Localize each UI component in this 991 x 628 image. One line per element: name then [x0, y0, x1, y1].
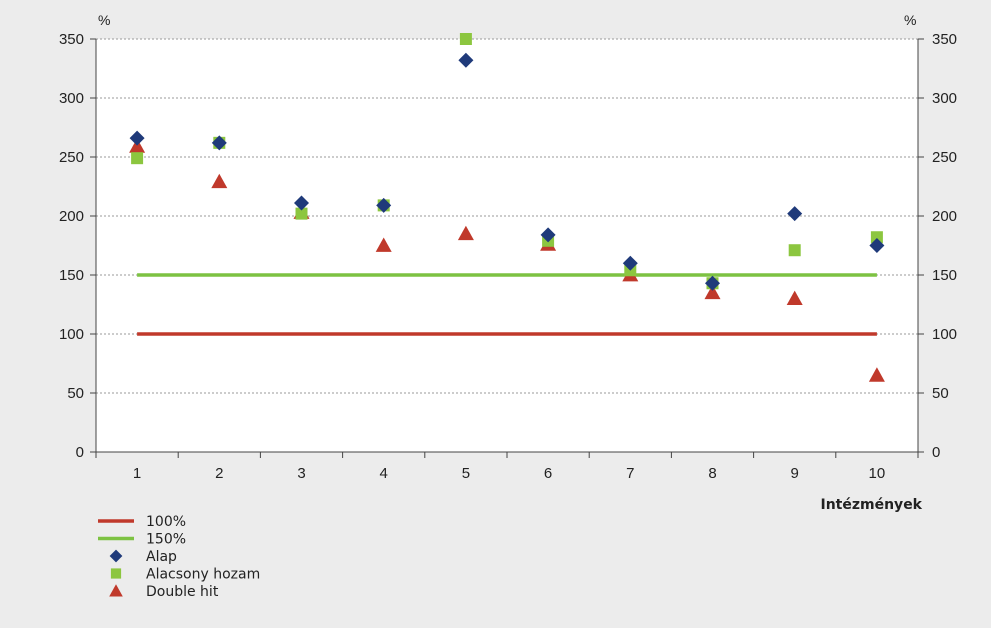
diamond-marker — [129, 130, 145, 146]
left-y-tick-label: 150 — [59, 267, 84, 284]
x-tick-label: 6 — [544, 465, 552, 482]
left-axis-unit: % — [98, 12, 110, 28]
x-tick-label: 5 — [462, 465, 470, 482]
triangle-marker — [375, 237, 392, 252]
right-y-tick-label: 0 — [932, 444, 940, 461]
legend-square-swatch — [110, 568, 122, 579]
right-y-tick-label: 150 — [932, 267, 957, 284]
legend-diamond-swatch — [109, 549, 123, 563]
triangle-marker — [868, 367, 885, 382]
x-tick-label: 7 — [626, 465, 634, 482]
triangle-marker — [786, 290, 803, 305]
right-y-tick-label: 250 — [932, 149, 957, 166]
diamond-marker — [705, 275, 720, 291]
diamond-marker — [458, 52, 474, 68]
axes: % % Intézmények 0 0 50 50 100 100 150 150 200 200… — [59, 12, 957, 513]
right-y-tick-label: 350 — [932, 31, 957, 48]
diamond-marker — [622, 255, 638, 271]
x-tick-label: 1 — [133, 465, 141, 482]
right-y-tick-label: 50 — [932, 385, 949, 402]
left-y-tick-label: 350 — [59, 31, 84, 48]
triangle-marker — [211, 173, 228, 189]
diamond-marker — [294, 195, 309, 211]
legend-label: 100% — [146, 514, 186, 530]
x-tick-label: 2 — [215, 465, 223, 482]
x-tick-label: 10 — [869, 465, 886, 482]
right-y-tick-label: 100 — [932, 326, 957, 343]
left-y-tick-label: 250 — [59, 149, 84, 166]
diamond-marker — [540, 227, 556, 243]
x-tick-label: 9 — [791, 465, 799, 482]
square-marker — [870, 231, 883, 244]
triangle-marker — [457, 225, 474, 241]
diamond-marker — [869, 238, 885, 253]
right-y-tick-label: 300 — [932, 90, 957, 107]
legend-triangle-swatch — [109, 584, 123, 597]
legend-label: 150% — [146, 532, 186, 548]
right-y-tick-label: 200 — [932, 208, 957, 225]
left-y-tick-label: 0 — [76, 444, 84, 461]
x-tick-label: 4 — [380, 465, 388, 482]
legend-label: Double hit — [146, 584, 219, 600]
square-marker — [459, 33, 472, 45]
left-y-tick-label: 300 — [59, 90, 84, 107]
legend-label: Alacsony hozam — [146, 567, 260, 583]
data-points — [129, 33, 885, 382]
left-y-tick-label: 50 — [67, 385, 84, 402]
triangle-marker — [704, 284, 721, 300]
square-marker — [295, 207, 308, 220]
diamond-marker — [787, 206, 803, 222]
reference-lines — [137, 273, 877, 336]
left-y-tick-label: 200 — [59, 208, 84, 225]
diamond-marker — [376, 197, 392, 213]
square-marker — [131, 152, 144, 165]
right-axis-unit: % — [904, 12, 916, 28]
legend-label: Alap — [146, 549, 177, 565]
left-y-tick-label: 100 — [59, 326, 84, 343]
x-tick-label: 3 — [297, 465, 305, 482]
x-tick-label: 8 — [708, 465, 716, 482]
diamond-marker — [211, 135, 227, 151]
plot-area — [96, 39, 918, 452]
x-axis-label: Intézmények — [821, 497, 923, 513]
square-marker — [788, 244, 801, 257]
